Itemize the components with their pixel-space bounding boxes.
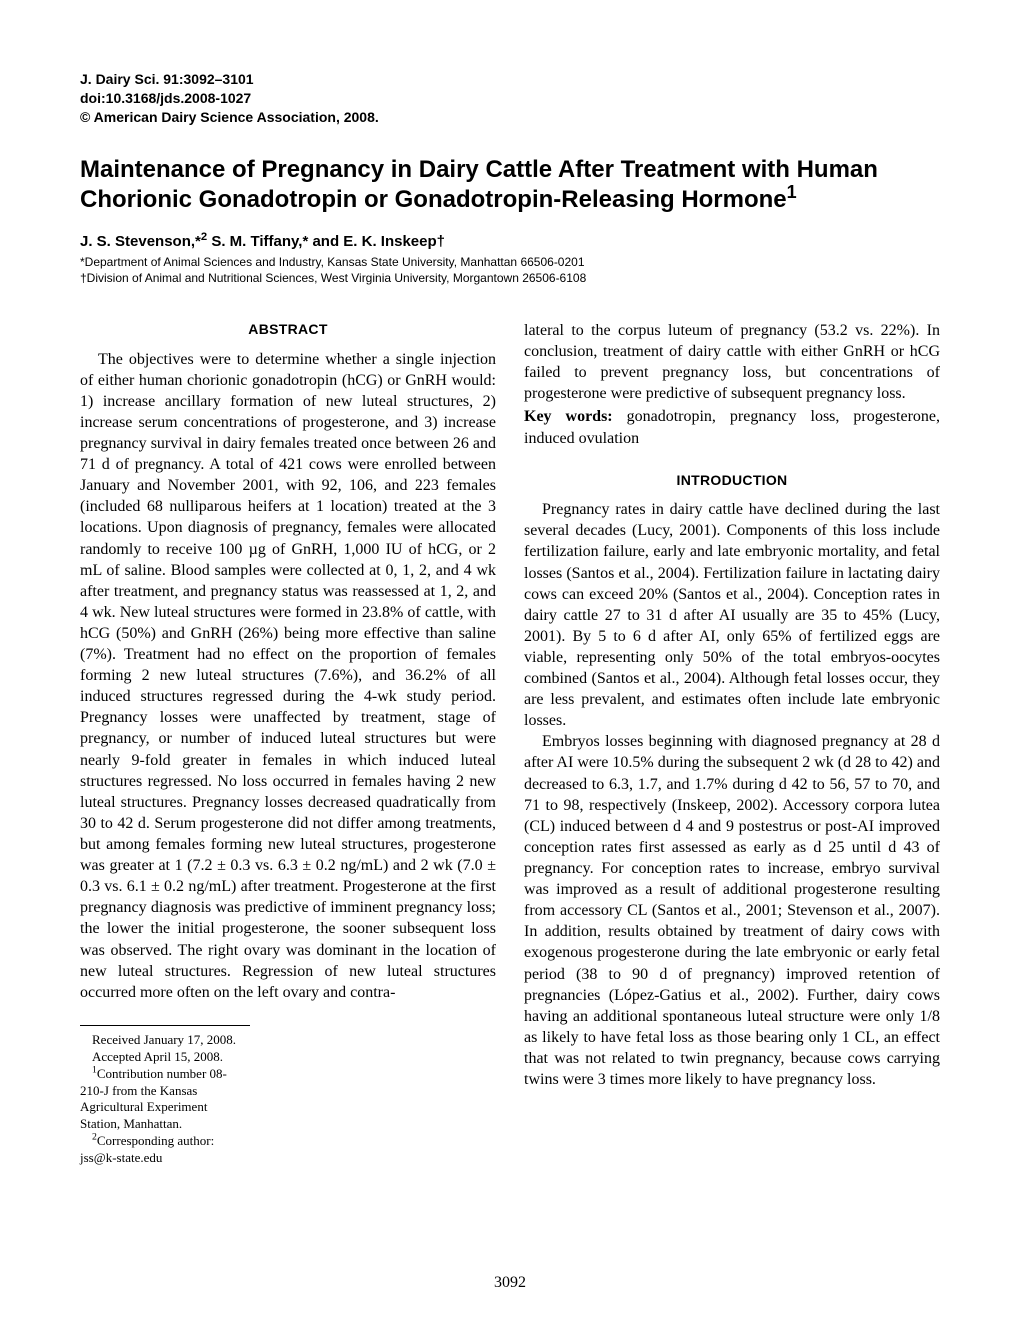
affiliations: *Department of Animal Sciences and Indus… — [80, 254, 940, 286]
introduction-heading: INTRODUCTION — [524, 471, 940, 489]
journal-citation: J. Dairy Sci. 91:3092–3101 — [80, 70, 940, 89]
journal-doi: doi:10.3168/jds.2008-1027 — [80, 89, 940, 108]
journal-copyright: © American Dairy Science Association, 20… — [80, 108, 940, 127]
footnotes: Received January 17, 2008. Accepted Apri… — [80, 1025, 250, 1167]
keywords-label: Key words: — [524, 408, 613, 425]
affiliation-1: *Department of Animal Sciences and Indus… — [80, 254, 940, 270]
abstract-para-1-continued: lateral to the corpus luteum of pregnanc… — [524, 320, 940, 404]
left-column: ABSTRACT The objectives were to determin… — [80, 320, 496, 1167]
footnote-corresponding: 2Corresponding author: jss@k-state.edu — [80, 1133, 250, 1167]
authors: J. S. Stevenson,*2 S. M. Tiffany,* and E… — [80, 233, 940, 250]
two-column-body: ABSTRACT The objectives were to determin… — [80, 320, 940, 1167]
abstract-heading: ABSTRACT — [80, 320, 496, 338]
affiliation-2: †Division of Animal and Nutritional Scie… — [80, 270, 940, 286]
title-footnote-marker: 1 — [787, 182, 797, 202]
title-text: Maintenance of Pregnancy in Dairy Cattle… — [80, 156, 878, 213]
footnote-accepted: Accepted April 15, 2008. — [80, 1049, 250, 1066]
page-number: 3092 — [0, 1274, 1020, 1292]
footnote-contribution: 1Contribution number 08-210-J from the K… — [80, 1066, 250, 1134]
footnote-contribution-text: Contribution number 08-210-J from the Ka… — [80, 1066, 227, 1132]
intro-para-2: Embryos losses beginning with diagnosed … — [524, 731, 940, 1090]
article-title: Maintenance of Pregnancy in Dairy Cattle… — [80, 155, 940, 215]
page: J. Dairy Sci. 91:3092–3101 doi:10.3168/j… — [0, 0, 1020, 1320]
intro-para-1: Pregnancy rates in dairy cattle have dec… — [524, 499, 940, 731]
footnote-received: Received January 17, 2008. — [80, 1032, 250, 1049]
keywords: Key words: gonadotropin, pregnancy loss,… — [524, 406, 940, 448]
abstract-para-1: The objectives were to determine whether… — [80, 349, 496, 1003]
footnote-corresponding-text: Corresponding author: jss@k-state.edu — [80, 1133, 214, 1165]
right-column: lateral to the corpus luteum of pregnanc… — [524, 320, 940, 1167]
journal-info: J. Dairy Sci. 91:3092–3101 doi:10.3168/j… — [80, 70, 940, 127]
